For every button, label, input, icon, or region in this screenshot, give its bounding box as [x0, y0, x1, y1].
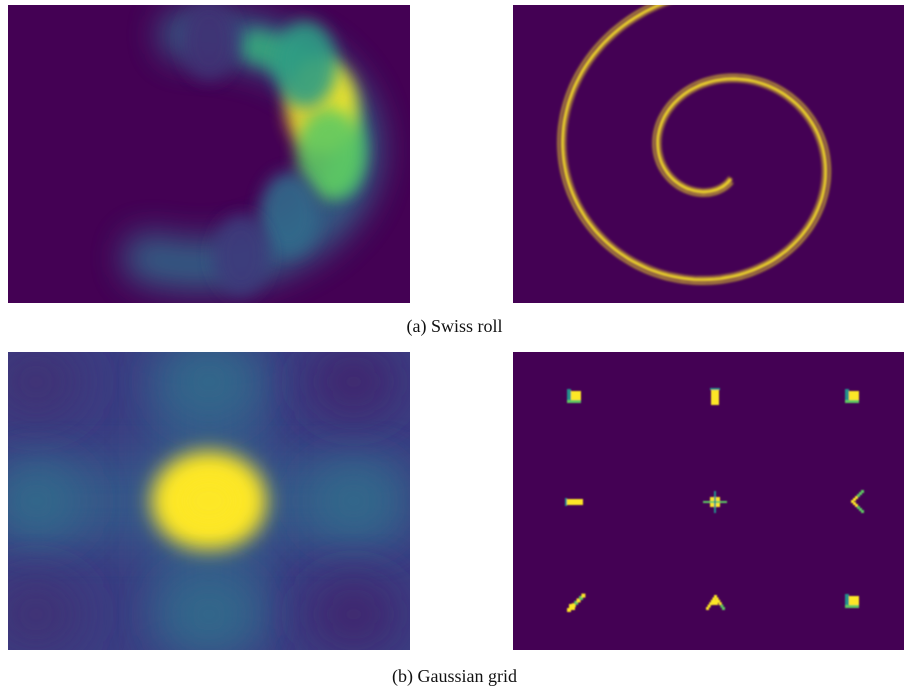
grid-mode-r0-c0	[567, 389, 581, 403]
grid-mode-r0-c1	[710, 388, 720, 405]
grid-mode-r1-c0	[565, 498, 583, 506]
grid-mode-r1-c2-cell	[855, 504, 858, 507]
grid-mode-r2-c1-cell	[709, 602, 713, 606]
grid-mode-r1-c2-cell	[855, 496, 858, 499]
grid-mode-r1-c1-cell	[714, 491, 716, 513]
grid-mode-r1-c0-cell	[565, 498, 567, 506]
grid-mode-r0-c0-cell	[569, 391, 581, 400]
grid-mode-r0-c2-cell	[845, 400, 859, 403]
grid-mode-r1-c2-cell	[853, 502, 856, 505]
grid-mode-r2-c1-cell	[712, 597, 716, 601]
grid-mode-r0-c1	[161, 352, 257, 422]
grid-mode-r2-c0-cell	[581, 593, 586, 598]
gaussian-grid-sharp-svg	[513, 352, 904, 650]
density-mode-1	[296, 108, 364, 200]
grid-mode-r2-c1-cell	[712, 600, 718, 605]
grid-mode-r2-c1-cell	[706, 607, 709, 610]
grid-mode-r1-c2-cell	[859, 508, 862, 511]
grid-mode-r2-c2-cell	[847, 596, 859, 605]
grid-mode-r0-c0	[8, 352, 85, 422]
grid-mode-r2-c2-cell	[845, 594, 849, 608]
grid-mode-r2-c1-cell	[720, 604, 724, 608]
grid-mode-r0-c2	[845, 389, 859, 403]
caption-gaussian-grid: (b) Gaussian grid	[392, 666, 517, 686]
grid-mode-r2-c2	[305, 574, 402, 650]
grid-mode-r2-c0	[8, 574, 85, 650]
grid-mode-r2-c1-cell	[707, 604, 711, 608]
grid-mode-r0-c1-cell	[710, 388, 720, 390]
caption-swiss-roll: (a) Swiss roll	[406, 316, 503, 336]
grid-mode-r1-c2	[851, 490, 864, 513]
grid-mode-r1-c2-cell	[857, 494, 860, 497]
grid-mode-r2-c1-cell	[718, 602, 722, 606]
grid-mode-r1-c2-cell	[853, 498, 856, 501]
grid-mode-r1-c0-cell	[567, 499, 583, 505]
grid-mode-r2-c1-cell	[715, 597, 719, 601]
grid-mode-r2-c0-cell	[576, 598, 581, 603]
grid-mode-r1-c2-cell	[851, 500, 854, 503]
gaussian-grid-blurred-svg	[8, 352, 410, 650]
grid-mode-r1-c2-cell	[861, 510, 864, 513]
grid-mode-r2-c2	[845, 594, 859, 608]
swiss-roll-sharp-svg	[513, 5, 904, 303]
grid-mode-r0-c1-cell	[711, 389, 719, 405]
grid-mode-r2-c1-cell	[722, 607, 725, 610]
gaussian-grid-density-sharp	[513, 352, 904, 650]
grid-mode-r1-c2-cell	[857, 506, 860, 509]
swiss-roll-blurred-svg	[8, 5, 410, 303]
spiral-strand-3	[564, 5, 824, 278]
density-mode-2	[273, 21, 337, 109]
spiral-strand-1	[560, 5, 828, 282]
grid-mode-r2-c1-cell	[714, 595, 717, 598]
grid-mode-r2-c0-cell	[574, 600, 579, 605]
grid-mode-r0-c0-cell	[567, 400, 581, 403]
grid-mode-center-core	[179, 477, 239, 525]
plot-background	[513, 5, 904, 303]
grid-mode-r2-c0-cell	[579, 596, 583, 600]
grid-mode-r2-c1	[161, 574, 257, 650]
density-mode-5	[181, 5, 237, 81]
grid-mode-r0-c0-cell	[567, 389, 571, 403]
grid-mode-r0-c2	[305, 352, 402, 422]
swiss-roll-density-blurred	[8, 5, 410, 303]
grid-mode-r2-c0	[567, 593, 586, 612]
grid-mode-r2-c0-cell	[569, 604, 575, 610]
spiral-strand-2	[557, 5, 831, 285]
grid-mode-r2-c1	[706, 595, 725, 610]
grid-mode-r1-c2	[305, 461, 402, 541]
grid-mode-r0-c2-cell	[845, 389, 849, 403]
swiss-roll-density-sharp	[513, 5, 904, 303]
density-mode-4	[213, 215, 269, 296]
grid-mode-r1-c2-cell	[861, 490, 864, 493]
grid-mode-r1-c2-cell	[859, 492, 862, 495]
grid-mode-r2-c2-cell	[845, 605, 859, 608]
grid-mode-r1-c0	[8, 461, 85, 541]
density-mode-3	[259, 172, 319, 256]
grid-mode-r2-c1-cell	[717, 599, 721, 603]
gaussian-grid-density-blurred	[8, 352, 410, 650]
grid-mode-r1-c1	[703, 491, 727, 513]
grid-mode-r0-c2-cell	[847, 391, 859, 400]
